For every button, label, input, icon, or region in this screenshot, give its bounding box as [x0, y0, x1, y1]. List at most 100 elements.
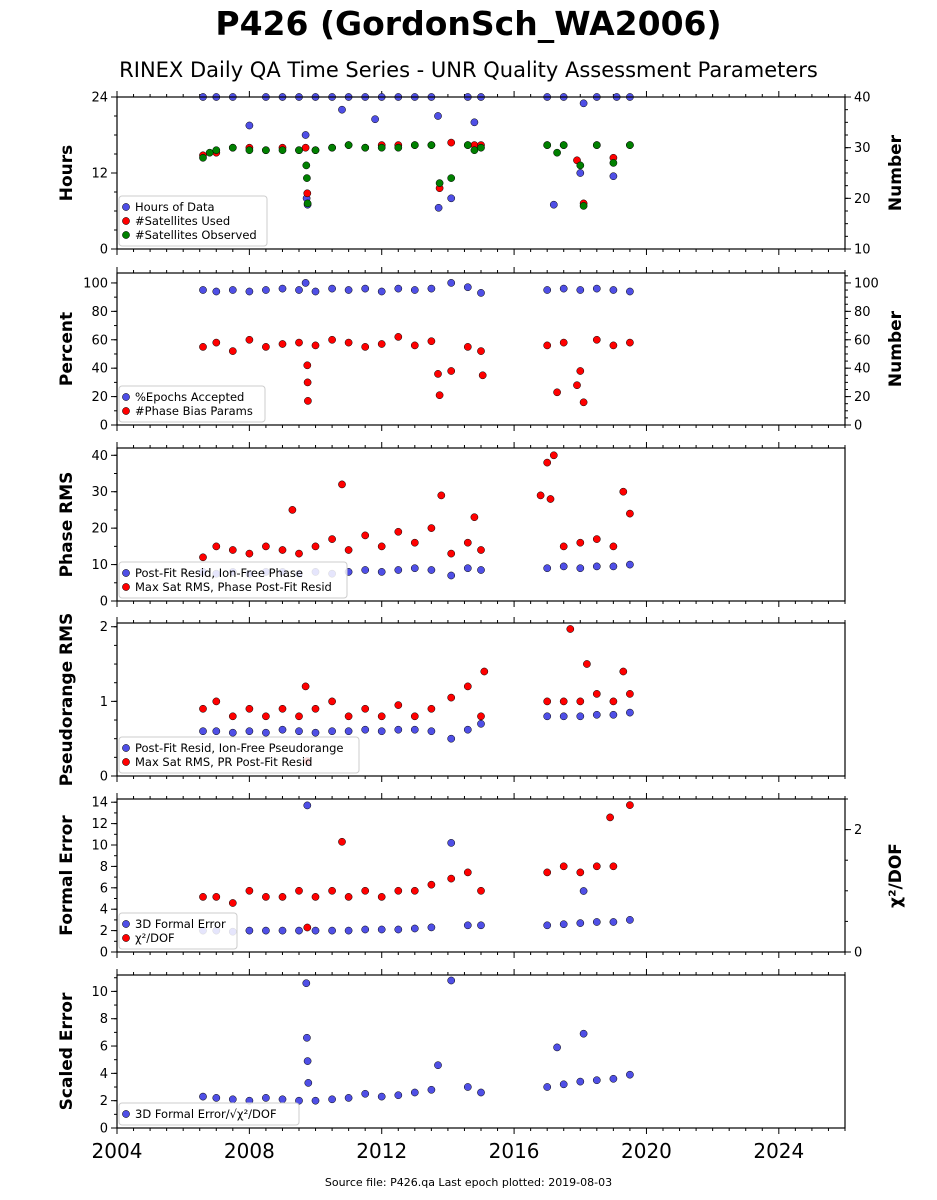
y-tick-label: 10	[91, 558, 108, 573]
data-point	[573, 381, 581, 390]
y2-tick-label: 20	[854, 192, 871, 207]
data-point	[543, 564, 552, 573]
data-point	[470, 513, 479, 522]
data-point	[410, 725, 419, 734]
legend-box	[118, 385, 266, 423]
data-point	[543, 341, 552, 350]
data-point	[262, 146, 270, 155]
axes-frame	[116, 622, 846, 777]
axes-frame	[116, 447, 846, 602]
data-point	[463, 868, 472, 877]
x-tick-label: 2020	[621, 1139, 672, 1163]
y2-tick-label: 30	[854, 141, 871, 156]
data-point	[303, 801, 312, 810]
legend-label: #Satellites Used	[135, 214, 230, 228]
data-point	[559, 1080, 568, 1089]
data-point	[626, 287, 634, 296]
data-point	[278, 725, 287, 734]
data-point	[212, 1094, 221, 1102]
data-point	[609, 341, 618, 350]
data-point	[626, 708, 634, 717]
data-point	[576, 286, 585, 294]
legend-label: 3D Formal Error/√χ²/DOF	[135, 1107, 277, 1121]
data-point	[377, 893, 386, 901]
data-point	[470, 146, 479, 155]
y-tick-label: 20	[91, 522, 108, 537]
data-point	[228, 286, 237, 294]
data-point	[427, 141, 436, 149]
legend-box	[118, 1102, 300, 1126]
data-point	[477, 143, 485, 152]
data-point	[576, 919, 585, 927]
data-point	[592, 862, 601, 871]
data-point	[559, 712, 568, 721]
y-tick-label: 100	[83, 276, 108, 291]
data-point	[245, 926, 254, 935]
data-point	[328, 535, 336, 543]
data-point	[463, 538, 472, 547]
data-point	[553, 148, 561, 157]
data-point	[245, 704, 254, 713]
data-point	[228, 143, 237, 152]
panel-4: 0 1 2 Pseudorange RMS Post-Fit Resid, Ion-Fr…	[57, 613, 846, 786]
data-point	[371, 115, 379, 124]
legend-marker	[122, 758, 130, 766]
figure-title: P426 (GordonSch_WA2006)	[215, 4, 722, 43]
data-point	[559, 697, 568, 706]
data-point	[434, 203, 443, 212]
data-point	[463, 1083, 472, 1091]
series-1	[199, 279, 634, 297]
data-point	[212, 146, 221, 155]
y-tick-label: 1	[100, 695, 108, 710]
series-1	[199, 976, 634, 1105]
data-point	[447, 279, 456, 287]
data-point	[278, 546, 287, 554]
data-point	[447, 138, 456, 147]
y-tick-label: 12	[91, 817, 108, 832]
data-point	[576, 538, 585, 547]
y-tick-label: 8	[100, 1012, 108, 1027]
data-point	[559, 562, 568, 571]
series-1	[199, 708, 634, 743]
data-point	[394, 566, 403, 574]
data-point	[463, 283, 472, 292]
y-tick-label: 40	[91, 449, 108, 464]
data-point	[609, 286, 618, 294]
data-point	[295, 146, 303, 155]
data-point	[199, 286, 207, 294]
legend-label: χ²/DOF	[135, 931, 175, 945]
y2-tick-label: 40	[854, 362, 871, 377]
legend-box	[118, 736, 360, 774]
data-point	[434, 370, 442, 378]
data-point	[447, 734, 456, 743]
data-point	[377, 925, 386, 934]
data-point	[212, 542, 221, 551]
data-point	[212, 287, 221, 296]
y2-tick-label: 10	[854, 243, 871, 258]
data-point	[477, 886, 485, 895]
data-point	[576, 367, 585, 375]
data-point	[463, 682, 472, 691]
data-point	[592, 141, 601, 149]
data-point	[394, 333, 403, 341]
data-point	[245, 727, 254, 736]
y2-axis-label: Number	[886, 310, 906, 387]
data-point	[311, 341, 320, 350]
legend-marker	[122, 407, 130, 415]
data-point	[228, 728, 237, 737]
legend-label: 3D Formal Error	[135, 917, 226, 931]
legend: %Epochs Accepted#Phase Bias Params	[118, 385, 266, 423]
data-point	[546, 495, 555, 503]
data-point	[559, 542, 568, 551]
data-point	[361, 1089, 370, 1098]
legend-label: Max Sat RMS, Phase Post-Fit Resid	[135, 580, 332, 594]
data-point	[278, 340, 287, 348]
data-point	[311, 542, 320, 551]
data-point	[262, 286, 270, 294]
data-point	[262, 343, 270, 351]
data-point	[344, 712, 353, 721]
data-point	[212, 338, 221, 347]
